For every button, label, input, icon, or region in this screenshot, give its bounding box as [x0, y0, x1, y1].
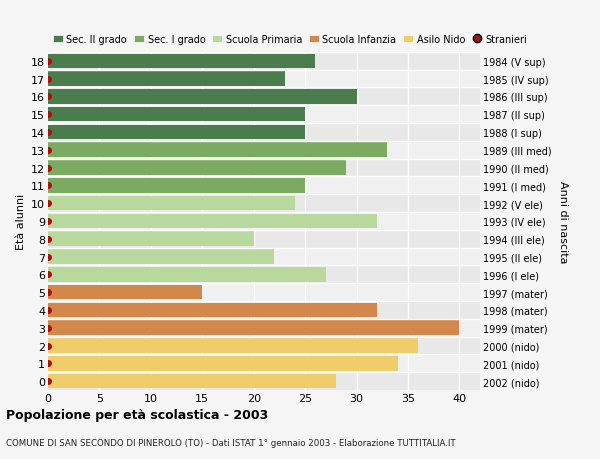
Bar	[48, 53, 480, 71]
Bar	[48, 250, 274, 264]
Bar	[48, 124, 480, 141]
Bar	[48, 71, 480, 88]
Bar	[48, 356, 398, 371]
Bar	[48, 230, 480, 248]
Bar	[48, 372, 480, 390]
Bar	[48, 125, 305, 140]
Legend: Sec. II grado, Sec. I grado, Scuola Primaria, Scuola Infanzia, Asilo Nido, Stran: Sec. II grado, Sec. I grado, Scuola Prim…	[53, 34, 527, 45]
Text: Popolazione per età scolastica - 2003: Popolazione per età scolastica - 2003	[6, 409, 268, 421]
Bar	[48, 161, 346, 175]
Bar	[48, 179, 305, 193]
Bar	[48, 213, 480, 230]
Bar	[48, 90, 356, 105]
Bar	[48, 54, 316, 69]
Bar	[48, 141, 480, 159]
Y-axis label: Età alunni: Età alunni	[16, 193, 26, 250]
Bar	[48, 72, 284, 87]
Bar	[48, 159, 480, 177]
Text: COMUNE DI SAN SECONDO DI PINEROLO (TO) - Dati ISTAT 1° gennaio 2003 - Elaborazio: COMUNE DI SAN SECONDO DI PINEROLO (TO) -…	[6, 438, 455, 448]
Bar	[48, 284, 480, 302]
Bar	[48, 195, 480, 213]
Bar	[48, 302, 480, 319]
Bar	[48, 106, 480, 124]
Bar	[48, 319, 480, 337]
Bar	[48, 232, 254, 246]
Bar	[48, 337, 480, 355]
Bar	[48, 285, 202, 300]
Bar	[48, 88, 480, 106]
Bar	[48, 177, 480, 195]
Bar	[48, 321, 460, 335]
Bar	[48, 303, 377, 318]
Bar	[48, 266, 480, 284]
Bar	[48, 196, 295, 211]
Bar	[48, 338, 418, 353]
Bar	[48, 248, 480, 266]
Bar	[48, 268, 326, 282]
Bar	[48, 214, 377, 229]
Bar	[48, 143, 388, 158]
Bar	[48, 374, 336, 389]
Y-axis label: Anni di nascita: Anni di nascita	[558, 180, 568, 263]
Bar	[48, 355, 480, 372]
Bar	[48, 108, 305, 122]
